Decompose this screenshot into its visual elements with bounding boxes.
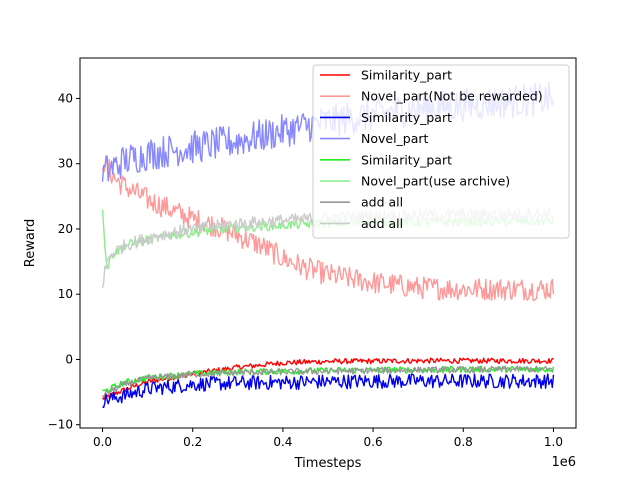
legend-entry-label: Similarity_part	[361, 110, 452, 125]
x-axis-label: Timesteps	[294, 456, 362, 471]
legend: Similarity_part Novel_part(Not be rewarde…	[312, 64, 570, 239]
y-tick-label: 10	[58, 287, 73, 301]
x-tick-label: 0.4	[273, 435, 292, 449]
x-axis-ticks: 0.0 0.2 0.4 0.6 0.8 1.0	[93, 428, 563, 449]
x-tick-label: 0.2	[183, 435, 202, 449]
plot-area-frame	[79, 57, 577, 429]
legend-entry-label: add all	[361, 195, 403, 210]
series-line-2	[102, 373, 555, 408]
x-tick-label: 0.0	[93, 435, 112, 449]
legend-entry-label: Novel_part(Not be rewarded)	[361, 89, 543, 104]
legend-box	[312, 64, 570, 239]
x-tick-label: 0.6	[364, 435, 383, 449]
y-tick-label: 30	[58, 157, 73, 171]
legend-entry-label: Novel_part(use archive)	[361, 174, 510, 189]
y-tick-label: 40	[58, 91, 73, 105]
y-axis-label: Reward	[23, 219, 38, 267]
x-tick-label: 1.0	[544, 435, 563, 449]
legend-entry-label: Novel_part	[361, 131, 429, 146]
x-axis-offset-label: 1e6	[551, 455, 576, 470]
legend-entry-label: Similarity_part	[361, 68, 452, 83]
y-tick-label: 0	[65, 352, 73, 366]
y-axis-ticks: −10 0 10 20 30 40	[48, 91, 80, 432]
y-tick-label: 20	[58, 222, 73, 236]
x-tick-label: 0.8	[454, 435, 473, 449]
y-tick-label: −10	[48, 418, 73, 432]
legend-entry-label: Similarity_part	[361, 152, 452, 167]
series-line-6	[101, 365, 554, 398]
series-line-1	[101, 154, 555, 302]
legend-entry-label: add all	[361, 216, 403, 231]
